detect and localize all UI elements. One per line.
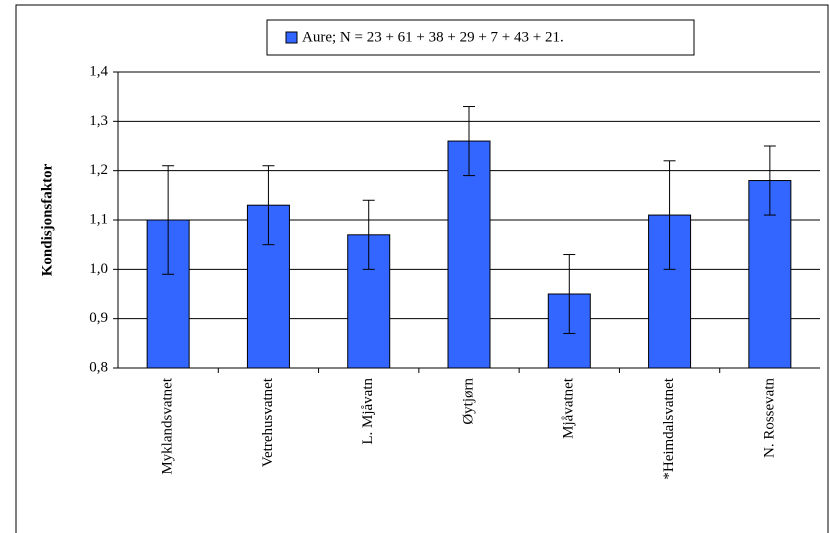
legend-box xyxy=(266,19,695,56)
x-tick-label: L. Mjåvatn xyxy=(360,378,376,445)
y-axis-title: Kondisjonsfaktor xyxy=(39,163,55,276)
error-bar xyxy=(563,254,576,334)
y-tick-label: 1,2 xyxy=(89,162,108,178)
x-tick-label: N. Rossevatn xyxy=(761,378,777,458)
y-tick-label: 0,9 xyxy=(89,310,108,326)
y-tick-label: 0,8 xyxy=(89,359,108,375)
bar xyxy=(447,140,491,369)
y-tick-label: 1,1 xyxy=(89,211,108,227)
x-tick-label: Vetrehusvatnet xyxy=(260,377,276,467)
error-bar xyxy=(763,145,776,216)
legend-label: Aure; N = 23 + 61 + 38 + 29 + 7 + 43 + 2… xyxy=(302,29,564,45)
legend-swatch xyxy=(285,31,298,44)
x-tick-label: Øytjørn xyxy=(460,378,476,425)
error-bar xyxy=(162,165,175,275)
error-bar xyxy=(362,199,375,270)
error-bar xyxy=(262,165,275,246)
error-bar xyxy=(463,106,475,177)
x-tick-label: *Heimdalsvatnet xyxy=(661,377,677,479)
error-bar xyxy=(663,160,676,270)
y-tick-label: 1,4 xyxy=(89,63,108,79)
x-tick-label: Mjåvatnet xyxy=(561,377,577,439)
y-tick-label: 1,0 xyxy=(89,261,108,277)
x-tick-label: Myklandsvatnet xyxy=(160,377,176,474)
y-tick-label: 1,3 xyxy=(89,113,108,129)
